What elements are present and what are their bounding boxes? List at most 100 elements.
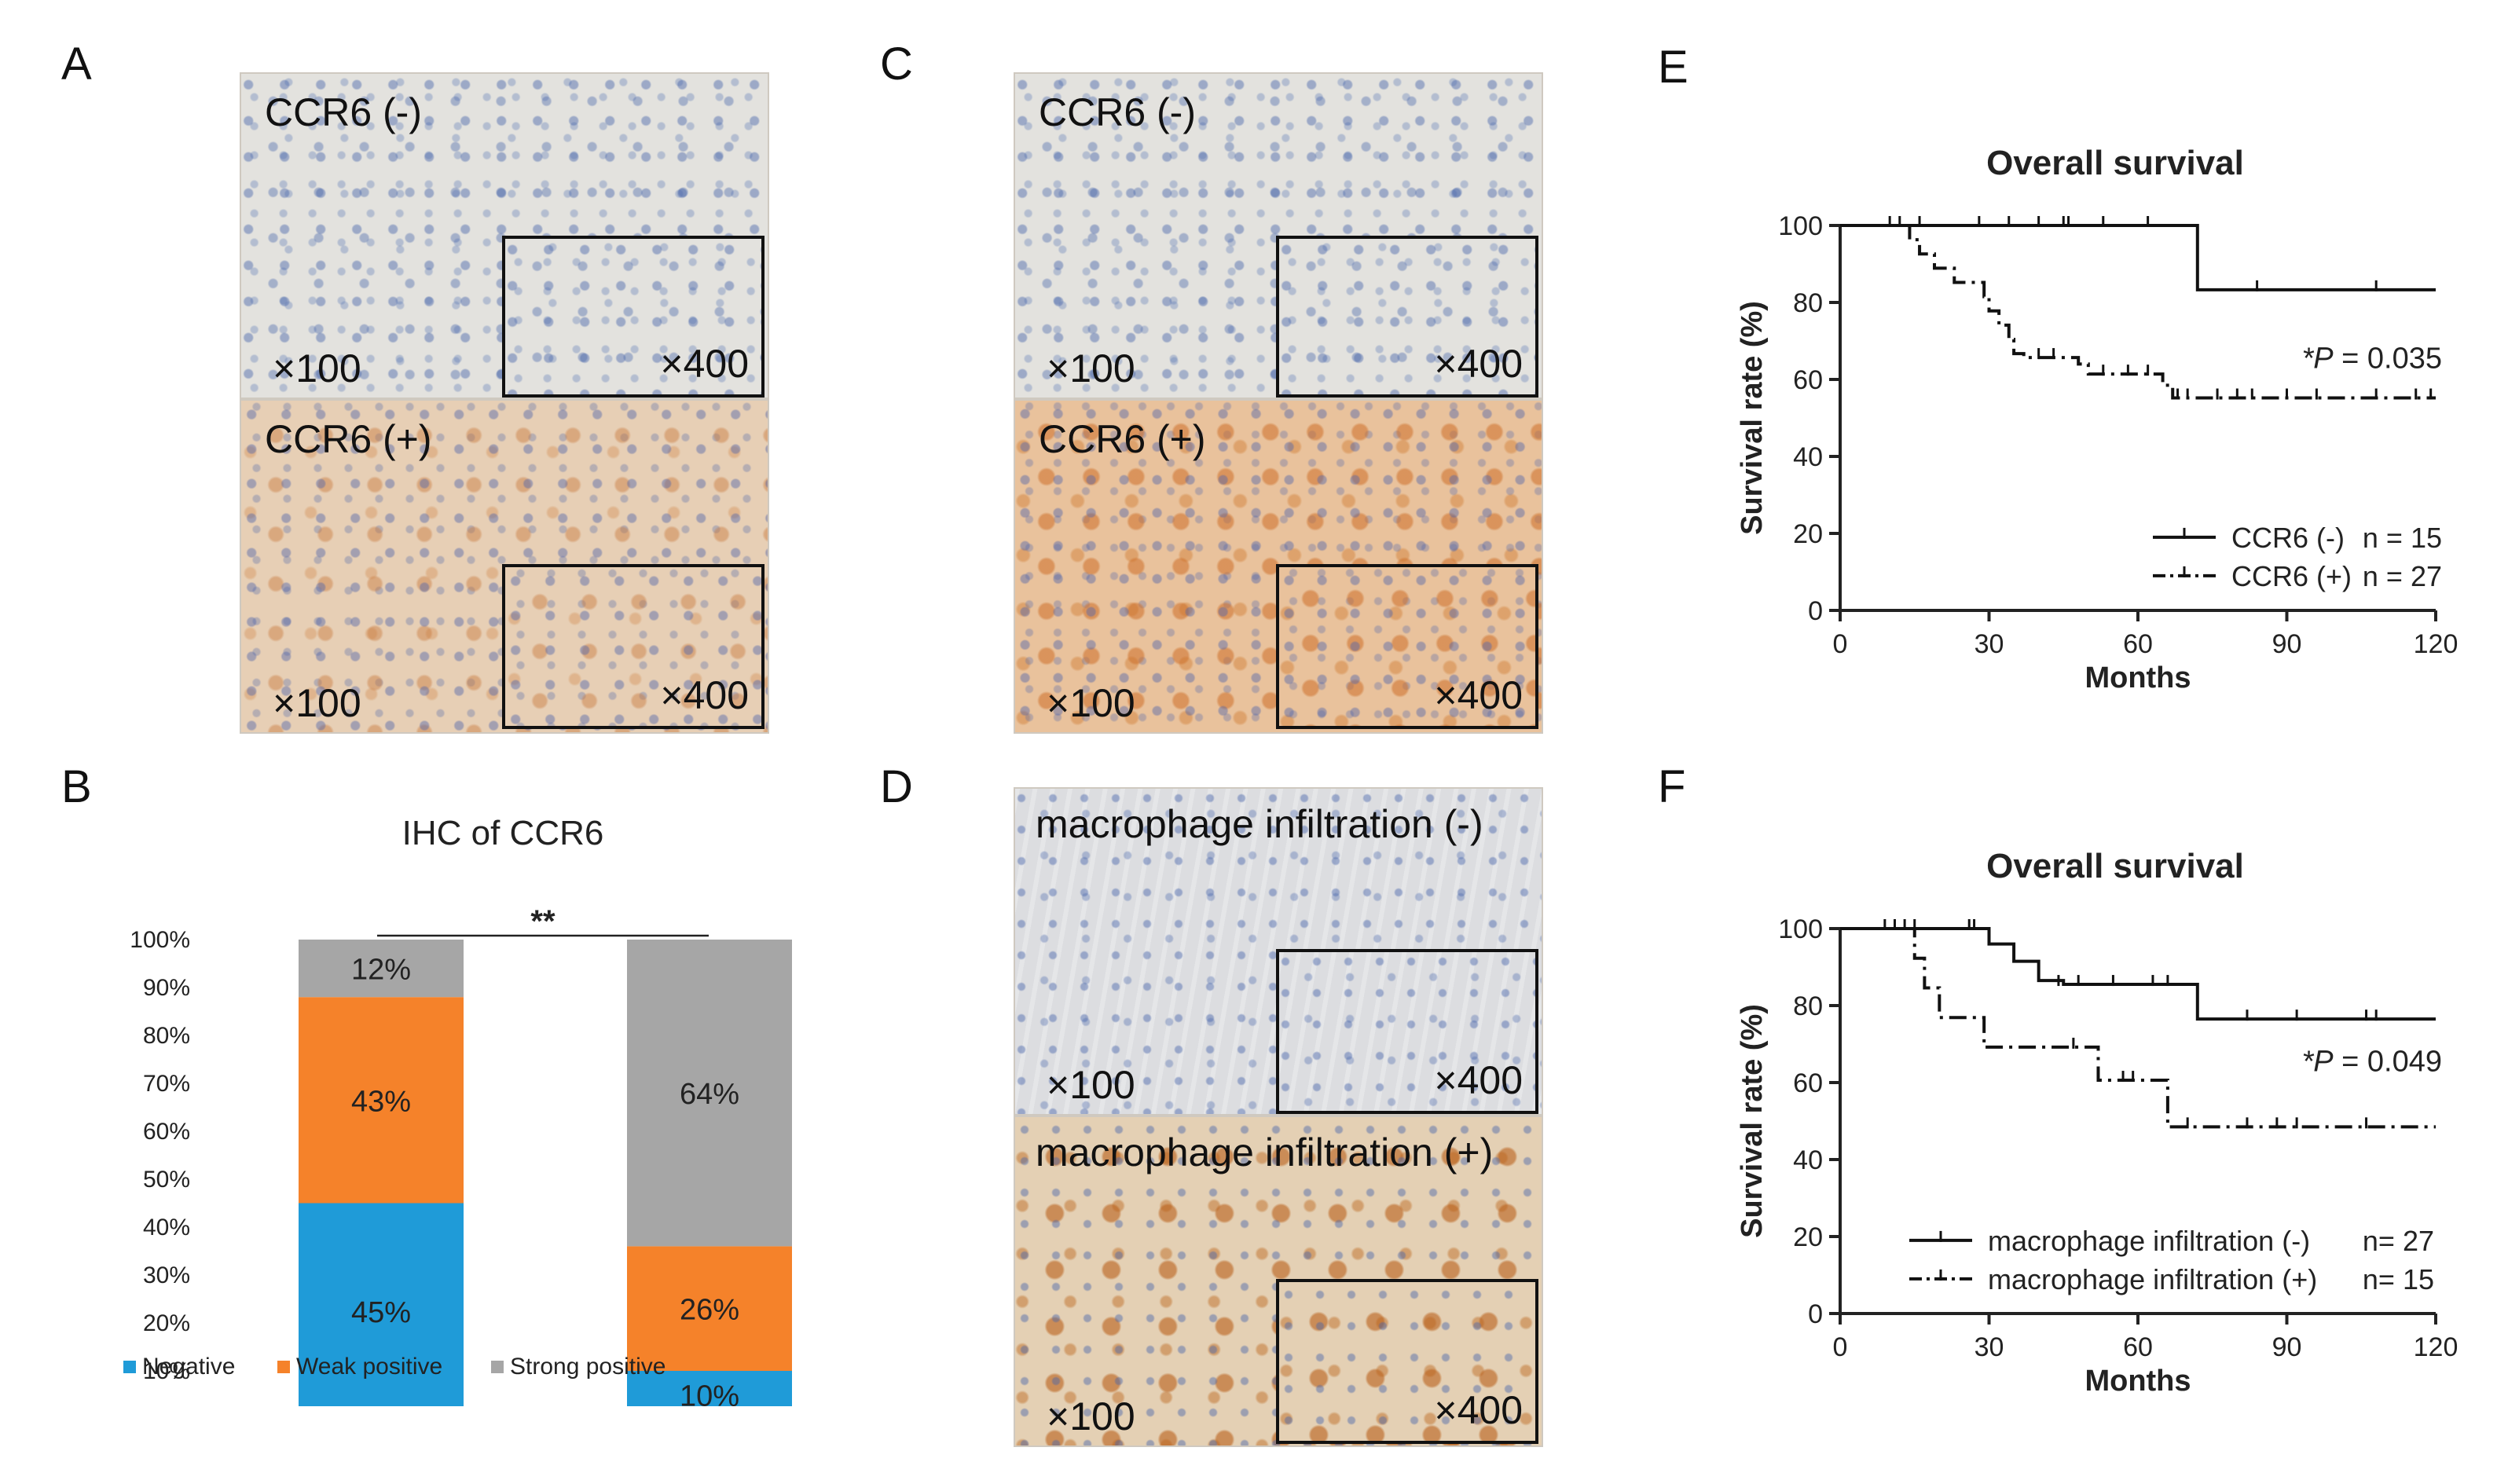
panel-c-positive-inset: ×400 — [1276, 564, 1538, 729]
e-ytick-label: 80 — [1793, 288, 1823, 318]
f-curve-1 — [1840, 927, 2436, 1129]
f-curve-0 — [1840, 927, 2436, 1021]
panel-b-ytick-label: 30% — [143, 1262, 190, 1288]
panel-a-positive-low-mag: ×100 — [273, 681, 361, 725]
e-xtick-label: 30 — [1974, 629, 2004, 659]
e-ytick-label: 60 — [1793, 365, 1823, 395]
panel-b-bar-label: 12% — [351, 954, 411, 987]
e-legend-name-1: CCR6 (+) — [2231, 560, 2352, 592]
panel-c-negative-low-mag: ×100 — [1047, 346, 1135, 390]
panel-b-legend-swatch — [123, 1361, 136, 1373]
panel-letter-c: C — [880, 38, 913, 90]
panel-c-negative-high-mag: ×400 — [1434, 342, 1523, 386]
f-ytick-label: 20 — [1793, 1222, 1823, 1252]
e-ytick-label: 100 — [1778, 211, 1823, 241]
panel-b-ytick-label: 50% — [143, 1167, 190, 1193]
panel-c-positive-label: CCR6 (+) — [1039, 417, 1206, 461]
panel-b-legend-label: Weak positive — [296, 1354, 442, 1380]
panel-c-positive-image: CCR6 (+) ×100 ×400 — [1014, 399, 1543, 734]
panel-c-positive-low-mag: ×100 — [1047, 681, 1135, 725]
panel-letter-d: D — [880, 761, 913, 812]
panel-c-negative-image: CCR6 (-) ×100 ×400 — [1014, 72, 1543, 399]
f-p-value: *P = 0.049 — [2301, 1045, 2442, 1078]
panel-c-positive-high-mag: ×400 — [1434, 673, 1523, 717]
panel-f-curves — [1840, 919, 2436, 1129]
e-ytick-label: 40 — [1793, 442, 1823, 472]
f-xtick-label: 60 — [2123, 1332, 2153, 1362]
f-ytick-label: 100 — [1778, 914, 1823, 944]
panel-b-ytick-label: 40% — [143, 1215, 190, 1240]
panel-b-legend-swatch — [491, 1361, 504, 1373]
f-legend-name-1: macrophage infiltration (+) — [1988, 1263, 2317, 1295]
panel-b-legend-label: Strong positive — [510, 1354, 666, 1380]
panel-d-positive-low-mag: ×100 — [1047, 1394, 1135, 1438]
panel-letter-e: E — [1658, 42, 1688, 93]
e-legend-n-1: n = 27 — [2363, 560, 2442, 592]
panel-c-negative-inset: ×400 — [1276, 236, 1538, 398]
f-xtick-label: 90 — [2272, 1332, 2302, 1362]
f-ytick-label: 80 — [1793, 991, 1823, 1021]
panel-b-bar-label: 45% — [351, 1296, 411, 1329]
panel-b-bar-segment — [299, 940, 464, 998]
panel-d-negative-label: macrophage infiltration (-) — [1036, 802, 1483, 846]
f-ytick-label: 0 — [1808, 1299, 1823, 1329]
panel-d-positive-high-mag: ×400 — [1434, 1388, 1523, 1432]
panel-b-y-axis: 0%10%20%30%40%50%60%70%80%90%100%Normal … — [130, 927, 190, 1384]
panel-b-legend-swatch — [277, 1361, 290, 1373]
f-legend-n-0: n= 27 — [2363, 1225, 2434, 1257]
panel-d-positive-inset: ×400 — [1276, 1279, 1538, 1444]
panel-f-legend: macrophage infiltration (-) n= 27 macropha… — [1909, 1225, 2434, 1295]
panel-a-positive-high-mag: ×400 — [660, 673, 749, 717]
panel-d-negative-high-mag: ×400 — [1434, 1058, 1523, 1102]
panel-a-negative-image: CCR6 (-) ×100 ×400 — [240, 72, 769, 399]
panel-e-curves — [1840, 216, 2436, 400]
e-legend-n-0: n = 15 — [2363, 522, 2442, 554]
panel-b-bar-segment — [299, 1203, 464, 1406]
e-xlabel: Months — [2084, 661, 2191, 694]
panel-b-bar-label: 43% — [351, 1085, 411, 1118]
panel-a-negative-low-mag: ×100 — [273, 346, 361, 390]
e-ylabel: Survival rate (%) — [1736, 301, 1769, 535]
panel-a-positive-image: CCR6 (+) ×100 ×400 — [240, 399, 769, 734]
panel-f-title: Overall survival — [1986, 847, 2244, 885]
panel-c-negative-label: CCR6 (-) — [1039, 90, 1196, 134]
panel-b-legend-label: Negative — [142, 1354, 235, 1380]
panel-b-ytick-label: 70% — [143, 1071, 190, 1097]
panel-d-negative-low-mag: ×100 — [1047, 1063, 1135, 1107]
e-xtick-label: 0 — [1833, 629, 1848, 659]
panel-a-negative-label: CCR6 (-) — [265, 90, 422, 134]
panel-b-bar-segment — [299, 997, 464, 1204]
panel-a-positive-label: CCR6 (+) — [265, 417, 432, 461]
panel-b-ytick-label: 100% — [130, 927, 190, 953]
f-xtick-label: 30 — [1974, 1332, 2004, 1362]
panel-f-survival-chart: Overall survival 0 20 40 60 80 100 0 30 60 90 120 M… — [1736, 847, 2458, 1398]
f-ylabel: Survival rate (%) — [1736, 1004, 1769, 1238]
panel-d-positive-image: macrophage infiltration (+) ×100 ×400 — [1014, 1116, 1543, 1447]
e-p-value-text: = 0.035 — [2334, 342, 2442, 375]
panel-e-legend: CCR6 (-) n = 15 CCR6 (+) n = 27 — [2153, 522, 2442, 592]
e-legend-name-0: CCR6 (-) — [2231, 522, 2345, 554]
e-curve-1 — [1840, 224, 2436, 400]
panel-a-negative-high-mag: ×400 — [660, 342, 749, 386]
panel-b-ytick-label: 10% — [143, 1358, 190, 1384]
panel-letter-b: B — [61, 761, 92, 812]
e-xtick-label: 90 — [2272, 629, 2302, 659]
panel-b-bar-segment — [627, 1246, 792, 1371]
panel-b-stacked-bar-chart: IHC of CCR6 0%10%20%30%40%50%60%70%80%90… — [123, 814, 792, 1406]
panel-b-ytick-label: 80% — [143, 1023, 190, 1049]
f-p-value-prefix: *P — [2301, 1045, 2334, 1078]
e-ytick-label: 20 — [1793, 519, 1823, 549]
panel-b-ytick-label: 20% — [143, 1310, 190, 1336]
panel-d-negative-inset: ×400 — [1276, 949, 1538, 1114]
panel-f-axes: 0 20 40 60 80 100 0 30 60 90 120 Months Survival rat… — [1736, 914, 2458, 1398]
f-p-value-text: = 0.049 — [2334, 1045, 2442, 1078]
panel-e-survival-chart: Overall survival 0 20 40 60 80 100 0 30 60 90 120 M… — [1736, 144, 2458, 694]
panel-a-negative-inset: ×400 — [502, 236, 764, 398]
e-p-value: *P = 0.035 — [2301, 342, 2442, 375]
panel-a-positive-inset: ×400 — [502, 564, 764, 729]
panel-d-positive-label: macrophage infiltration (+) — [1036, 1130, 1494, 1174]
panel-b-bar-segment — [627, 940, 792, 1247]
panel-b-significance: ** — [377, 904, 709, 939]
e-p-value-prefix: *P — [2301, 342, 2334, 375]
panel-e-axes: 0 20 40 60 80 100 0 30 60 90 120 Months Survival rat… — [1736, 211, 2458, 694]
